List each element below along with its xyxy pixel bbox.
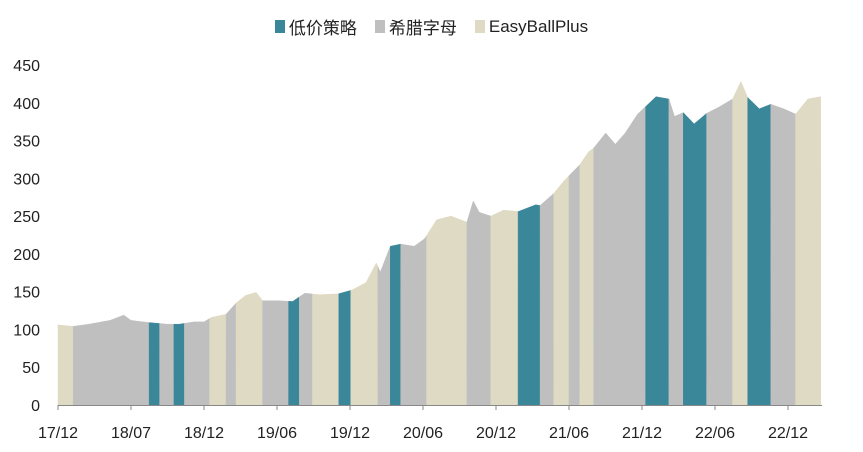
y-tick-label: 300 [13, 171, 40, 188]
area-segment-greek [159, 323, 175, 406]
area-segment-greek [770, 103, 796, 406]
legend-label: 低价策略 [288, 19, 357, 38]
area-segment-greek [668, 98, 684, 406]
area-segment-ebp [553, 175, 570, 406]
legend-item-greek: 希腊字母 [374, 14, 457, 39]
legend-swatch-low-price [274, 20, 285, 33]
x-tick-label: 20/12 [476, 425, 516, 442]
area-segment-low [683, 111, 707, 406]
area-segment-greek [539, 192, 555, 406]
area-segment-ebp [579, 147, 594, 406]
y-tick-label: 100 [13, 322, 40, 339]
area-segment-ebp [795, 96, 821, 406]
area-segment-low [173, 323, 185, 406]
x-tick-label: 19/12 [330, 425, 370, 442]
y-tick-label: 50 [22, 360, 40, 377]
legend-swatch-easyballplus [474, 20, 485, 33]
x-tick-label: 17/12 [38, 425, 78, 442]
area-segment-low [148, 322, 160, 406]
legend-swatch-greek [374, 20, 385, 33]
x-tick-label: 21/12 [622, 425, 662, 442]
y-tick-label: 200 [13, 247, 40, 264]
area-segment-low [747, 96, 772, 406]
area-segment-low [517, 204, 541, 406]
y-tick-label: 400 [13, 96, 40, 113]
area-segment-greek [184, 318, 210, 406]
area-segment-ebp [732, 80, 748, 406]
legend-item-easyballplus: EasyBallPlus [474, 14, 589, 39]
y-tick-label: 0 [31, 398, 40, 415]
area-segment-greek [466, 200, 492, 406]
area-segment-ebp [490, 209, 519, 406]
y-tick-label: 250 [13, 209, 40, 226]
area-segment-ebp [312, 293, 340, 406]
y-tick-label: 150 [13, 285, 40, 302]
area-segment-low [645, 96, 670, 406]
x-tick-label: 21/06 [549, 425, 589, 442]
area-segment-greek [706, 98, 733, 406]
area-segment-ebp [350, 262, 379, 406]
y-tick-label: 450 [13, 58, 40, 75]
legend-label: EasyBallPlus [488, 16, 589, 36]
area-segment-greek [568, 164, 581, 406]
area-segment-greek [262, 300, 289, 406]
area-segment-low [288, 296, 300, 406]
area-segment-greek [299, 292, 313, 406]
area-segment-ebp [209, 313, 227, 406]
legend-label: 希腊字母 [388, 19, 457, 38]
area-segment-greek [72, 314, 150, 406]
legend: 低价策略 希腊字母 EasyBallPlus [0, 14, 863, 39]
area-segment-low [338, 290, 352, 406]
area-segment-greek [400, 234, 427, 406]
legend-item-low-price: 低价策略 [274, 14, 357, 39]
area-segment-ebp [57, 324, 74, 406]
area-segment-ebp [235, 292, 263, 406]
area-segment-greek [377, 246, 391, 406]
x-tick-label: 19/06 [257, 425, 297, 442]
x-tick-label: 18/07 [111, 425, 151, 442]
x-tick-label: 18/12 [184, 425, 224, 442]
area-segment-low [390, 243, 401, 406]
area-segment-ebp [426, 215, 468, 406]
x-tick-label: 22/06 [695, 425, 735, 442]
area-segment-greek [593, 106, 646, 406]
x-tick-label: 22/12 [768, 425, 808, 442]
area-segment-greek [225, 302, 237, 406]
y-tick-label: 350 [13, 134, 40, 151]
x-tick-label: 20/06 [403, 425, 443, 442]
